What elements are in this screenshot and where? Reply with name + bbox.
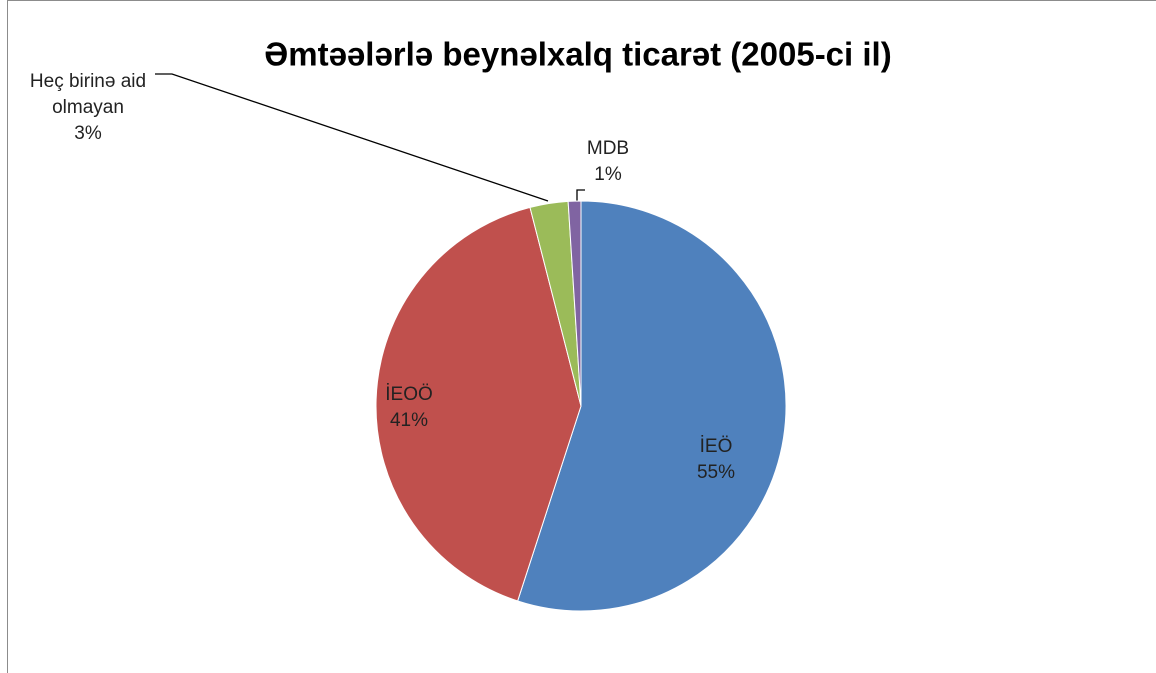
category-label: İEOÖ (385, 384, 433, 405)
category-label: MDB (586, 138, 630, 159)
value-label: 3% (74, 123, 102, 144)
leader-line (576, 189, 585, 201)
data-label: İEOÖ 41% (385, 382, 433, 434)
data-label: Heç birinə aid olmayan 3% (8, 69, 168, 147)
category-label: Heç birinə aid olmayan (29, 71, 147, 118)
data-label: MDB 1% (587, 136, 629, 188)
value-label: 55% (696, 462, 736, 483)
pie-slice (567, 200, 582, 407)
value-label: 1% (594, 164, 622, 185)
value-label: 41% (389, 410, 429, 431)
category-label: İEÖ (699, 436, 733, 457)
chart-frame (7, 0, 1156, 673)
pie-slice (517, 200, 787, 612)
chart-title: Əmtəələrlə beynəlxalq ticarət (2005-ci i… (264, 36, 891, 73)
data-label: İEÖ 55% (697, 434, 735, 486)
pie-slice (375, 206, 582, 602)
leader-line (155, 73, 549, 202)
